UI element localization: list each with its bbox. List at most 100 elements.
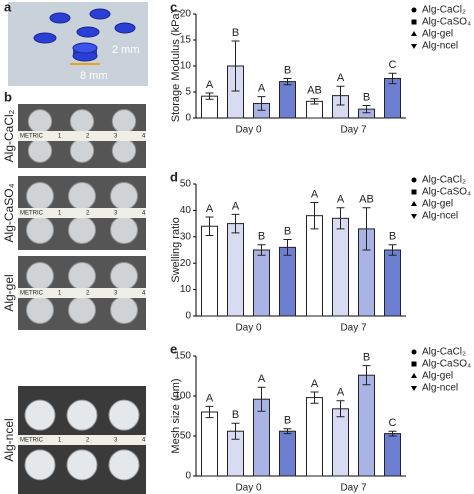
legend-label: Alg-ncel [422,211,458,222]
bar [306,397,323,477]
ruler-label: 1 [58,211,62,217]
significance-letter: B [389,231,396,243]
panel-label: d [170,169,178,184]
error-bar [336,207,345,230]
significance-letter: A [206,392,214,404]
hydrogel-disc [111,109,137,134]
y-tick-label: 10 [180,61,192,72]
bar [227,223,244,317]
hydrogel-disc [69,109,95,134]
hydrogel-disc [68,182,96,210]
significance-letter: A [337,72,345,84]
error-bar [310,201,319,230]
legend-marker [411,19,417,25]
hydrogel-disc [108,449,140,481]
legend-marker [411,44,417,49]
significance-letter: B [232,409,239,421]
hydrogel-disc [111,138,137,163]
significance-letter: C [389,59,397,71]
y-tick-label: 100 [174,391,191,402]
legend-label: Alg-ncel [422,383,458,394]
significance-letter: B [284,64,291,76]
x-tick-label: Day 7 [340,125,367,136]
dimension-label: 2 mm [112,44,140,56]
bar [201,225,218,317]
significance-letter: A [311,188,319,200]
error-bar [388,72,397,85]
ruler [18,288,146,298]
legend-marker [411,373,417,378]
legend-marker [411,189,417,195]
significance-letter: A [206,79,214,91]
ruler-label: 2 [86,438,90,444]
error-bar [231,213,240,234]
y-axis-title: Mesh size (nm) [170,378,182,453]
ruler-label: 3 [114,211,118,217]
ruler-label: METRIC [20,134,44,140]
significance-letter: A [232,200,240,212]
ruler-label: 2 [86,134,90,140]
error-bar [362,105,371,114]
ruler-label: 4 [142,438,146,444]
error-bar [257,96,266,111]
row-label: Alg-CaSO₄ [2,183,16,242]
hydrogel-disc [110,216,138,244]
error-bar [205,216,214,236]
y-tick-label: 50 [180,431,192,442]
legend-marker [411,214,417,219]
legend-marker [411,201,417,206]
y-tick-label: 0 [185,311,191,322]
significance-letter: AB [359,194,374,206]
error-bar [362,207,371,251]
bar [201,411,218,477]
ruler-label: 3 [114,291,118,297]
legend-label: Alg-gel [422,29,453,40]
hydrogel-disc [110,182,138,210]
panel-label: e [170,341,177,356]
ruler [18,208,146,218]
legend-label: Alg-CaCl₂ [422,347,466,358]
hydrogel-disc [26,262,54,290]
error-bar [283,77,292,86]
legend-label: Alg-CaCl₂ [422,175,466,186]
significance-letter: A [337,387,345,399]
error-bar [205,405,214,419]
error-bar [336,400,345,418]
error-bar [336,85,345,106]
ruler-label: METRIC [20,291,44,297]
significance-letter: B [232,27,239,39]
hydrogel-disc [27,138,53,163]
row-label: Alg-gel [2,274,16,311]
y-tick-label: 30 [180,231,192,242]
significance-letter: A [258,373,266,385]
bar [384,77,401,119]
significance-letter: AB [307,85,322,97]
hydrogel-disc [26,296,54,324]
bar [279,430,296,477]
legend-marker [411,361,417,367]
y-tick-label: 0 [185,113,191,124]
y-tick-label: 20 [180,9,192,20]
significance-letter: A [258,83,266,95]
ruler-label: 1 [58,438,62,444]
y-axis-title: Swelling ratio [170,217,182,282]
ruler-label: 3 [114,438,118,444]
significance-letter: A [337,194,345,206]
error-bar [388,244,397,256]
error-bar [257,386,266,412]
bar [279,246,296,317]
hydrogel-disc [26,182,54,210]
significance-letter: B [363,91,370,103]
bar [384,249,401,317]
legend-label: Alg-gel [422,199,453,210]
legend-marker [411,177,417,183]
hydrogel-disc [110,296,138,324]
ruler-label: METRIC [20,211,44,217]
legend-marker [411,349,417,355]
bar [306,215,323,317]
ruler-label: 4 [142,211,146,217]
x-tick-label: Day 7 [340,323,367,334]
dimension-label: 8 mm [80,70,108,82]
hydrogel-disc [27,109,53,134]
error-bar [362,365,371,386]
